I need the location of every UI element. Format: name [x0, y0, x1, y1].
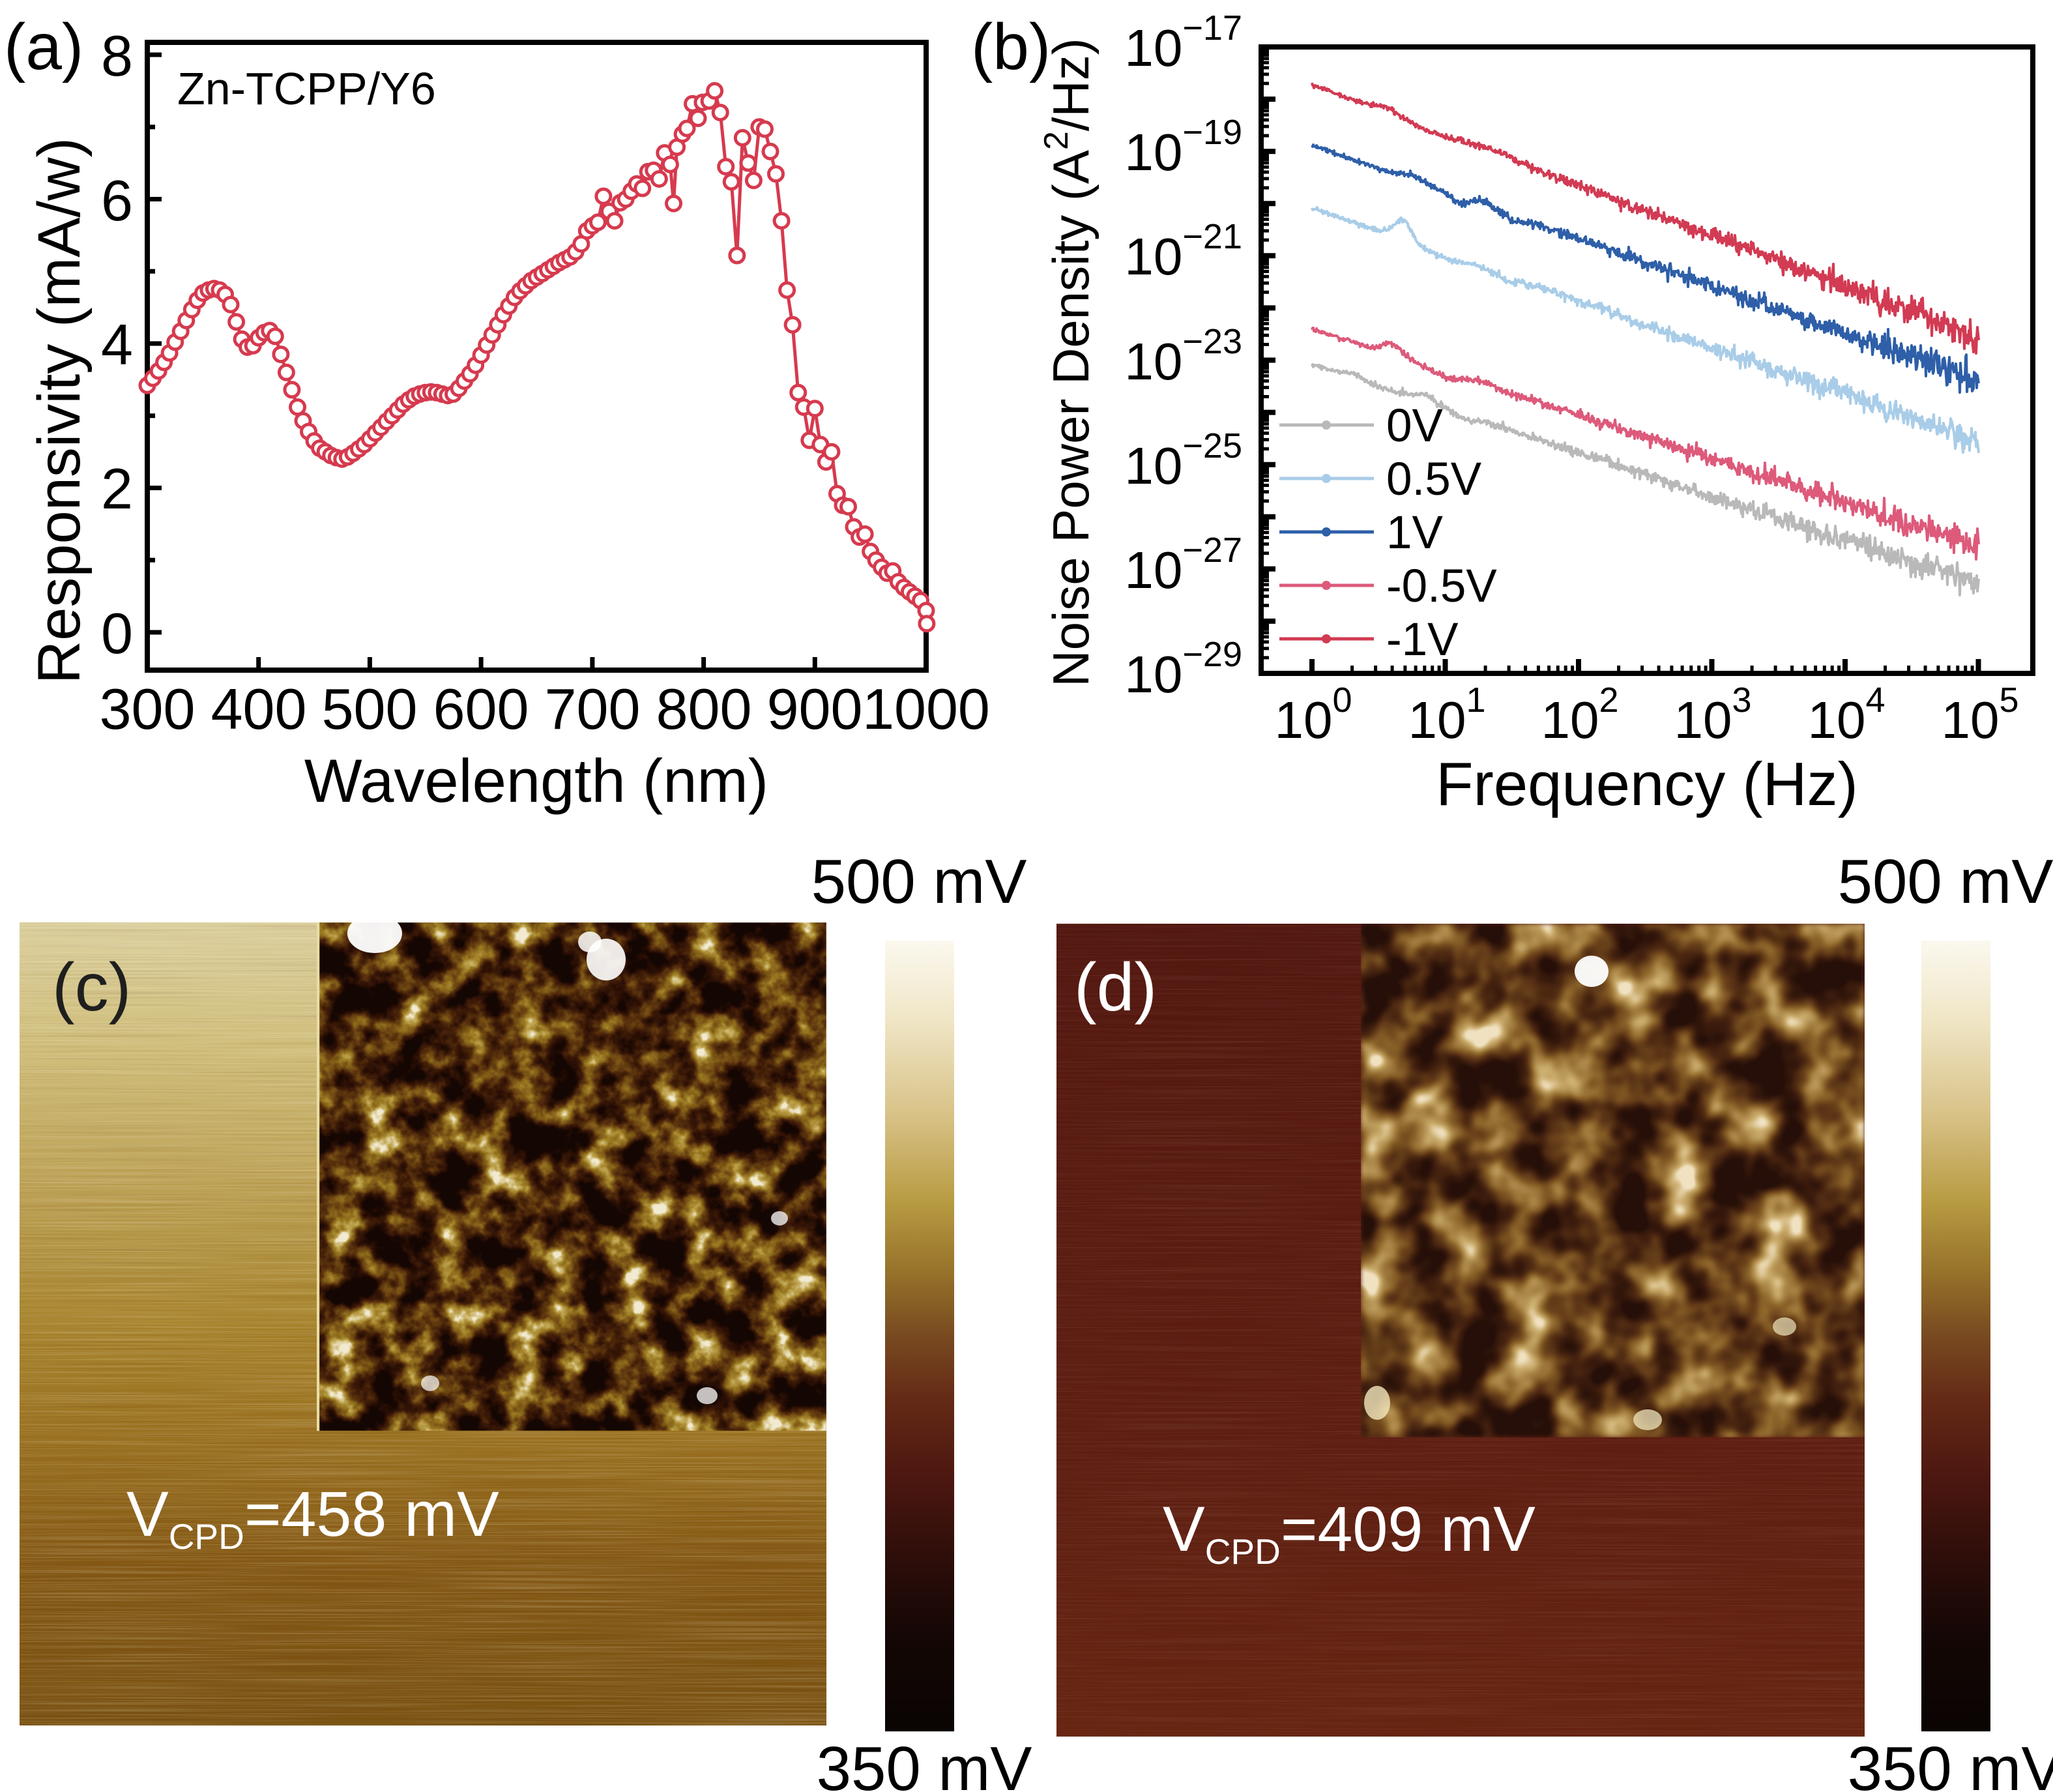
svg-text:(c): (c) [52, 950, 131, 1025]
svg-text:Frequency (Hz): Frequency (Hz) [1436, 750, 1858, 818]
svg-text:-0.5V: -0.5V [1386, 561, 1497, 612]
svg-text:Noise Power Density (A2/Hz): Noise Power Density (A2/Hz) [1038, 38, 1099, 687]
svg-text:0V: 0V [1386, 400, 1443, 452]
svg-text:Wavelength (nm): Wavelength (nm) [304, 746, 768, 815]
svg-text:102: 102 [1541, 681, 1618, 749]
svg-text:1000: 1000 [862, 677, 990, 741]
svg-text:4: 4 [101, 312, 133, 377]
svg-text:0.5V: 0.5V [1386, 454, 1482, 505]
svg-text:1V: 1V [1386, 507, 1443, 559]
svg-text:10−17: 10−17 [1124, 8, 1242, 77]
svg-text:-1V: -1V [1386, 614, 1459, 666]
svg-text:104: 104 [1807, 681, 1885, 749]
svg-text:VCPD=458 mV: VCPD=458 mV [126, 1478, 499, 1557]
svg-text:500 mV: 500 mV [811, 847, 1027, 917]
svg-text:10−29: 10−29 [1124, 635, 1242, 703]
svg-text:Zn-TCPP/Y6: Zn-TCPP/Y6 [177, 63, 436, 114]
svg-text:(a): (a) [4, 10, 83, 83]
svg-text:350 mV: 350 mV [817, 1734, 1032, 1792]
svg-text:10−25: 10−25 [1124, 426, 1242, 495]
svg-text:(b): (b) [971, 10, 1051, 83]
svg-text:8: 8 [101, 23, 133, 88]
svg-text:103: 103 [1674, 681, 1751, 749]
svg-text:100: 100 [1274, 681, 1352, 749]
svg-text:350 mV: 350 mV [1848, 1734, 2053, 1792]
svg-text:10−23: 10−23 [1124, 322, 1242, 390]
svg-text:10−21: 10−21 [1124, 217, 1242, 286]
svg-text:900: 900 [767, 677, 863, 741]
svg-text:600: 600 [433, 677, 529, 741]
svg-text:2: 2 [101, 456, 133, 521]
svg-text:101: 101 [1408, 681, 1485, 749]
svg-text:6: 6 [101, 168, 133, 233]
svg-text:10−19: 10−19 [1124, 113, 1242, 181]
svg-text:500 mV: 500 mV [1838, 847, 2053, 917]
svg-text:800: 800 [656, 677, 752, 741]
svg-text:0: 0 [101, 601, 133, 666]
svg-text:700: 700 [545, 677, 641, 741]
svg-text:Responsivity (mA/w): Responsivity (mA/w) [26, 138, 93, 684]
svg-text:10−27: 10−27 [1124, 531, 1242, 599]
svg-text:(d): (d) [1074, 950, 1157, 1025]
svg-text:400: 400 [211, 677, 307, 741]
svg-text:500: 500 [322, 677, 418, 741]
svg-text:105: 105 [1941, 681, 2018, 749]
svg-text:300: 300 [100, 677, 196, 741]
